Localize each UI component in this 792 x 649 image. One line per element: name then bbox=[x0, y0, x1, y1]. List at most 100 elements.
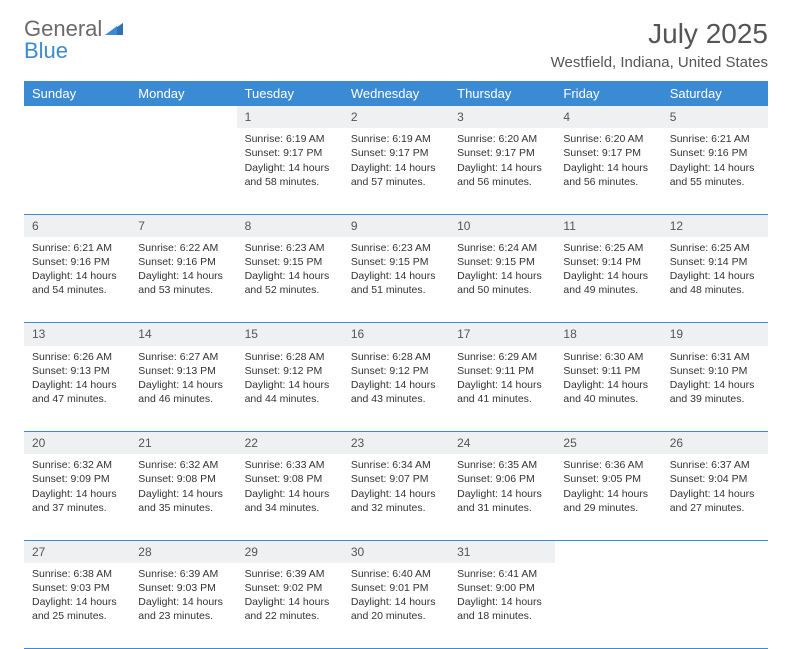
daylight-text: Daylight: 14 hours bbox=[563, 378, 653, 392]
sunset-text: Sunset: 9:03 PM bbox=[138, 581, 228, 595]
day-number-cell: 18 bbox=[555, 323, 661, 346]
sunrise-text: Sunrise: 6:30 AM bbox=[563, 350, 653, 364]
daylight-text: and 47 minutes. bbox=[32, 392, 122, 406]
day-cell: Sunrise: 6:20 AMSunset: 9:17 PMDaylight:… bbox=[555, 128, 661, 214]
daylight-text: Daylight: 14 hours bbox=[32, 487, 122, 501]
daylight-text: and 43 minutes. bbox=[351, 392, 441, 406]
day-cell: Sunrise: 6:24 AMSunset: 9:15 PMDaylight:… bbox=[449, 237, 555, 323]
day-number-cell: 26 bbox=[662, 432, 768, 455]
sunset-text: Sunset: 9:05 PM bbox=[563, 472, 653, 486]
daylight-text: Daylight: 14 hours bbox=[245, 378, 335, 392]
day-header: Monday bbox=[130, 81, 236, 106]
daynum-row: 12345 bbox=[24, 106, 768, 128]
sunset-text: Sunset: 9:08 PM bbox=[245, 472, 335, 486]
daylight-text: and 56 minutes. bbox=[457, 175, 547, 189]
day-cell: Sunrise: 6:39 AMSunset: 9:03 PMDaylight:… bbox=[130, 563, 236, 649]
daynum-row: 2728293031 bbox=[24, 540, 768, 563]
sunset-text: Sunset: 9:02 PM bbox=[245, 581, 335, 595]
sunrise-text: Sunrise: 6:29 AM bbox=[457, 350, 547, 364]
day-cell: Sunrise: 6:36 AMSunset: 9:05 PMDaylight:… bbox=[555, 454, 661, 540]
daylight-text: and 41 minutes. bbox=[457, 392, 547, 406]
sunrise-text: Sunrise: 6:28 AM bbox=[245, 350, 335, 364]
page-header: General Blue July 2025 Westfield, Indian… bbox=[24, 18, 768, 71]
daylight-text: and 29 minutes. bbox=[563, 501, 653, 515]
daylight-text: Daylight: 14 hours bbox=[351, 378, 441, 392]
day-cell: Sunrise: 6:20 AMSunset: 9:17 PMDaylight:… bbox=[449, 128, 555, 214]
week-row: Sunrise: 6:21 AMSunset: 9:16 PMDaylight:… bbox=[24, 237, 768, 323]
day-number-cell: 4 bbox=[555, 106, 661, 128]
day-cell: Sunrise: 6:39 AMSunset: 9:02 PMDaylight:… bbox=[237, 563, 343, 649]
day-cell: Sunrise: 6:37 AMSunset: 9:04 PMDaylight:… bbox=[662, 454, 768, 540]
day-cell: Sunrise: 6:32 AMSunset: 9:08 PMDaylight:… bbox=[130, 454, 236, 540]
month-title: July 2025 bbox=[551, 18, 768, 50]
daylight-text: Daylight: 14 hours bbox=[245, 595, 335, 609]
sunrise-text: Sunrise: 6:24 AM bbox=[457, 241, 547, 255]
sunset-text: Sunset: 9:16 PM bbox=[32, 255, 122, 269]
day-number-cell: 15 bbox=[237, 323, 343, 346]
daylight-text: Daylight: 14 hours bbox=[670, 161, 760, 175]
sunset-text: Sunset: 9:09 PM bbox=[32, 472, 122, 486]
day-number-cell: 6 bbox=[24, 214, 130, 237]
sunrise-text: Sunrise: 6:23 AM bbox=[351, 241, 441, 255]
sunset-text: Sunset: 9:16 PM bbox=[670, 146, 760, 160]
daylight-text: and 46 minutes. bbox=[138, 392, 228, 406]
daylight-text: and 51 minutes. bbox=[351, 283, 441, 297]
week-row: Sunrise: 6:32 AMSunset: 9:09 PMDaylight:… bbox=[24, 454, 768, 540]
day-number-cell: 8 bbox=[237, 214, 343, 237]
sunrise-text: Sunrise: 6:26 AM bbox=[32, 350, 122, 364]
day-cell: Sunrise: 6:22 AMSunset: 9:16 PMDaylight:… bbox=[130, 237, 236, 323]
sunrise-text: Sunrise: 6:38 AM bbox=[32, 567, 122, 581]
day-number-cell: 11 bbox=[555, 214, 661, 237]
daylight-text: and 50 minutes. bbox=[457, 283, 547, 297]
sunset-text: Sunset: 9:01 PM bbox=[351, 581, 441, 595]
daylight-text: Daylight: 14 hours bbox=[457, 487, 547, 501]
daylight-text: and 32 minutes. bbox=[351, 501, 441, 515]
day-cell: Sunrise: 6:41 AMSunset: 9:00 PMDaylight:… bbox=[449, 563, 555, 649]
sunrise-text: Sunrise: 6:23 AM bbox=[245, 241, 335, 255]
day-cell: Sunrise: 6:26 AMSunset: 9:13 PMDaylight:… bbox=[24, 346, 130, 432]
sunrise-text: Sunrise: 6:22 AM bbox=[138, 241, 228, 255]
sunrise-text: Sunrise: 6:27 AM bbox=[138, 350, 228, 364]
sunrise-text: Sunrise: 6:20 AM bbox=[563, 132, 653, 146]
week-row: Sunrise: 6:26 AMSunset: 9:13 PMDaylight:… bbox=[24, 346, 768, 432]
day-cell: Sunrise: 6:34 AMSunset: 9:07 PMDaylight:… bbox=[343, 454, 449, 540]
daylight-text: and 49 minutes. bbox=[563, 283, 653, 297]
sunset-text: Sunset: 9:15 PM bbox=[351, 255, 441, 269]
sunset-text: Sunset: 9:17 PM bbox=[351, 146, 441, 160]
day-cell bbox=[24, 128, 130, 214]
day-cell: Sunrise: 6:38 AMSunset: 9:03 PMDaylight:… bbox=[24, 563, 130, 649]
calendar-table: Sunday Monday Tuesday Wednesday Thursday… bbox=[24, 81, 768, 649]
day-number-cell: 28 bbox=[130, 540, 236, 563]
daylight-text: Daylight: 14 hours bbox=[32, 269, 122, 283]
day-cell: Sunrise: 6:25 AMSunset: 9:14 PMDaylight:… bbox=[555, 237, 661, 323]
sunrise-text: Sunrise: 6:31 AM bbox=[670, 350, 760, 364]
day-cell: Sunrise: 6:25 AMSunset: 9:14 PMDaylight:… bbox=[662, 237, 768, 323]
sunrise-text: Sunrise: 6:33 AM bbox=[245, 458, 335, 472]
daynum-row: 20212223242526 bbox=[24, 432, 768, 455]
title-block: July 2025 Westfield, Indiana, United Sta… bbox=[551, 18, 768, 71]
daylight-text: Daylight: 14 hours bbox=[457, 161, 547, 175]
day-cell: Sunrise: 6:29 AMSunset: 9:11 PMDaylight:… bbox=[449, 346, 555, 432]
sunrise-text: Sunrise: 6:21 AM bbox=[670, 132, 760, 146]
daylight-text: and 44 minutes. bbox=[245, 392, 335, 406]
sunset-text: Sunset: 9:14 PM bbox=[563, 255, 653, 269]
day-cell: Sunrise: 6:19 AMSunset: 9:17 PMDaylight:… bbox=[343, 128, 449, 214]
daylight-text: Daylight: 14 hours bbox=[670, 378, 760, 392]
daylight-text: Daylight: 14 hours bbox=[351, 487, 441, 501]
week-row: Sunrise: 6:38 AM Sunset: 9:03 PM Daylight:… bbox=[24, 563, 768, 649]
day-cell bbox=[555, 563, 661, 649]
sunrise-text: Sunrise: 6:20 AM bbox=[457, 132, 547, 146]
day-cell: Sunrise: 6:23 AMSunset: 9:15 PMDaylight:… bbox=[343, 237, 449, 323]
day-header: Sunday bbox=[24, 81, 130, 106]
sunset-text: Sunset: 9:07 PM bbox=[351, 472, 441, 486]
sunrise-text: Sunrise: 6:39 AM bbox=[245, 567, 335, 581]
day-number-cell: 2 bbox=[343, 106, 449, 128]
day-header: Saturday bbox=[662, 81, 768, 106]
daylight-text: and 40 minutes. bbox=[563, 392, 653, 406]
day-number-cell: 14 bbox=[130, 323, 236, 346]
sunrise-text: Sunrise: 6:34 AM bbox=[351, 458, 441, 472]
day-number-cell: 20 bbox=[24, 432, 130, 455]
daylight-text: Daylight: 14 hours bbox=[351, 161, 441, 175]
day-number-cell: 23 bbox=[343, 432, 449, 455]
sunrise-text: Sunrise: 6:35 AM bbox=[457, 458, 547, 472]
